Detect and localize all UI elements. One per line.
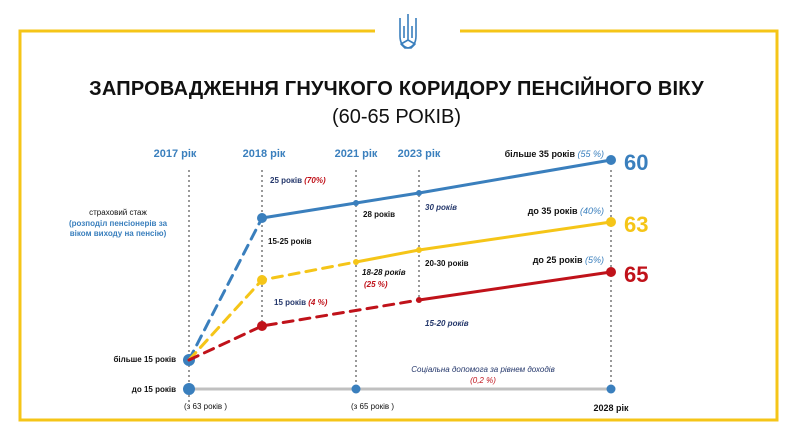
series-point-red <box>606 267 616 277</box>
annotation: 28 років <box>363 210 395 219</box>
annotation: 18-28 років <box>362 268 406 277</box>
legend-social: Соціальна допомога за рівнем доходів <box>411 365 555 374</box>
page-subtitle: (60-65 РОКІВ) <box>331 106 462 128</box>
annotation: (з 63 років ) <box>184 402 227 411</box>
series-point-yellow <box>257 275 267 285</box>
series-point-blue <box>606 155 616 165</box>
annotation: (з 65 років ) <box>351 402 394 411</box>
series-line-blue-dashed <box>187 216 264 362</box>
legend-blue: більше 35 років (55 %) <box>505 149 604 159</box>
emblem-stroke <box>403 26 413 38</box>
age-value-65: 65 <box>624 262 648 287</box>
legend-yellow: до 35 років (40%) <box>528 206 604 216</box>
series-point-yellow <box>416 247 422 253</box>
series-point-social <box>606 384 616 394</box>
x-tick-label: 2017 рік <box>154 148 197 160</box>
annotation: 15-25 років <box>268 237 312 246</box>
series-point-red <box>416 297 422 303</box>
series-point-yellow <box>606 217 616 227</box>
age-value-60: 60 <box>624 150 648 175</box>
x-tick-label: 2023 рік <box>398 148 441 160</box>
series-point-yellow <box>353 259 359 265</box>
legend-social-share: (0,2 %) <box>470 376 496 385</box>
y-axis-label: страховий стаж <box>89 208 147 217</box>
emblem-stroke <box>400 14 416 49</box>
annotation: 30 років <box>425 203 457 212</box>
series-point-red <box>257 321 267 331</box>
page-title: ЗАПРОВАДЖЕННЯ ГНУЧКОГО КОРИДОРУ ПЕНСІЙНО… <box>89 78 704 100</box>
series-line-red-dashed <box>187 298 421 362</box>
start-label-more-15: більше 15 років <box>113 355 176 364</box>
series-point-blue <box>257 213 267 223</box>
frame-border <box>18 29 779 422</box>
x-tick-label: 2028 рік <box>593 403 629 413</box>
series-point-blue <box>416 190 422 196</box>
trident-emblem-icon <box>399 14 417 49</box>
series-line-blue <box>260 158 613 220</box>
y-axis-note: (розподіл пенсіонерів за <box>69 219 168 228</box>
series-line-red <box>417 270 613 302</box>
annotation: (25 %) <box>364 280 388 289</box>
start-label-up-to-15: до 15 років <box>132 385 176 394</box>
x-tick-label: 2018 рік <box>243 148 286 160</box>
y-axis-note: віком виходу на пенсію) <box>70 229 167 238</box>
age-value-63: 63 <box>624 212 648 237</box>
x-tick-label: 2021 рік <box>335 148 378 160</box>
emblem-stroke <box>399 18 409 49</box>
annotation: 20-30 років <box>425 259 469 268</box>
annotation: 15-20 років <box>425 319 469 328</box>
annotation: 25 років (70%) <box>270 176 326 185</box>
legend-red: до 25 років (5%) <box>533 255 604 265</box>
series-point-social <box>351 384 361 394</box>
series-point-blue <box>353 200 359 206</box>
annotation: 15 років (4 %) <box>274 298 328 307</box>
emblem-stroke <box>407 18 417 49</box>
series-point-social <box>183 383 195 395</box>
